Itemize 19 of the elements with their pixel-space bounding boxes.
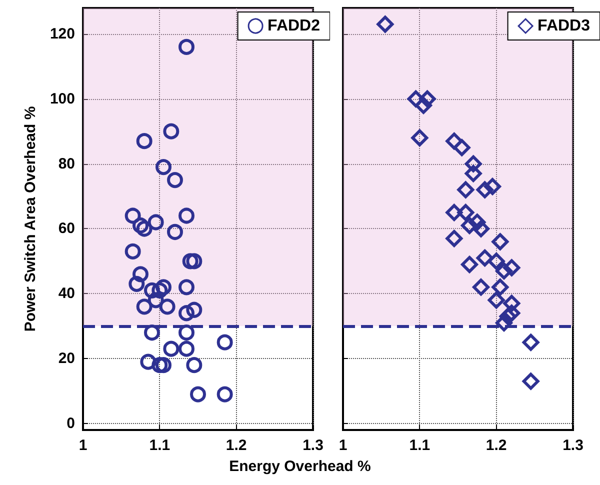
y-tick-label: 100: [50, 90, 75, 108]
x-tick-label: 1.1: [409, 437, 430, 454]
y-tick-label: 80: [58, 155, 75, 172]
x-tick-label: 1.3: [562, 437, 584, 454]
y-tick-label: 0: [66, 415, 75, 432]
y-tick-label: 120: [50, 25, 75, 42]
y-axis-title: Power Switch Area Overhead %: [22, 106, 39, 332]
x-tick-label: 1: [78, 437, 88, 454]
y-tick-label: 40: [58, 285, 75, 302]
legend-label: FADD2: [268, 18, 320, 34]
x-tick-label: 1.1: [149, 437, 170, 454]
legend-label: FADD3: [538, 18, 590, 34]
x-tick-label: 1.2: [486, 437, 507, 454]
y-tick-label: 60: [58, 220, 75, 238]
y-tick-label: 20: [58, 350, 75, 368]
x-tick-label: 1: [338, 437, 348, 454]
x-tick-label: 1.2: [226, 437, 247, 454]
x-axis-title: Energy Overhead %: [228, 458, 372, 475]
x-tick-label: 1.3: [302, 437, 324, 454]
